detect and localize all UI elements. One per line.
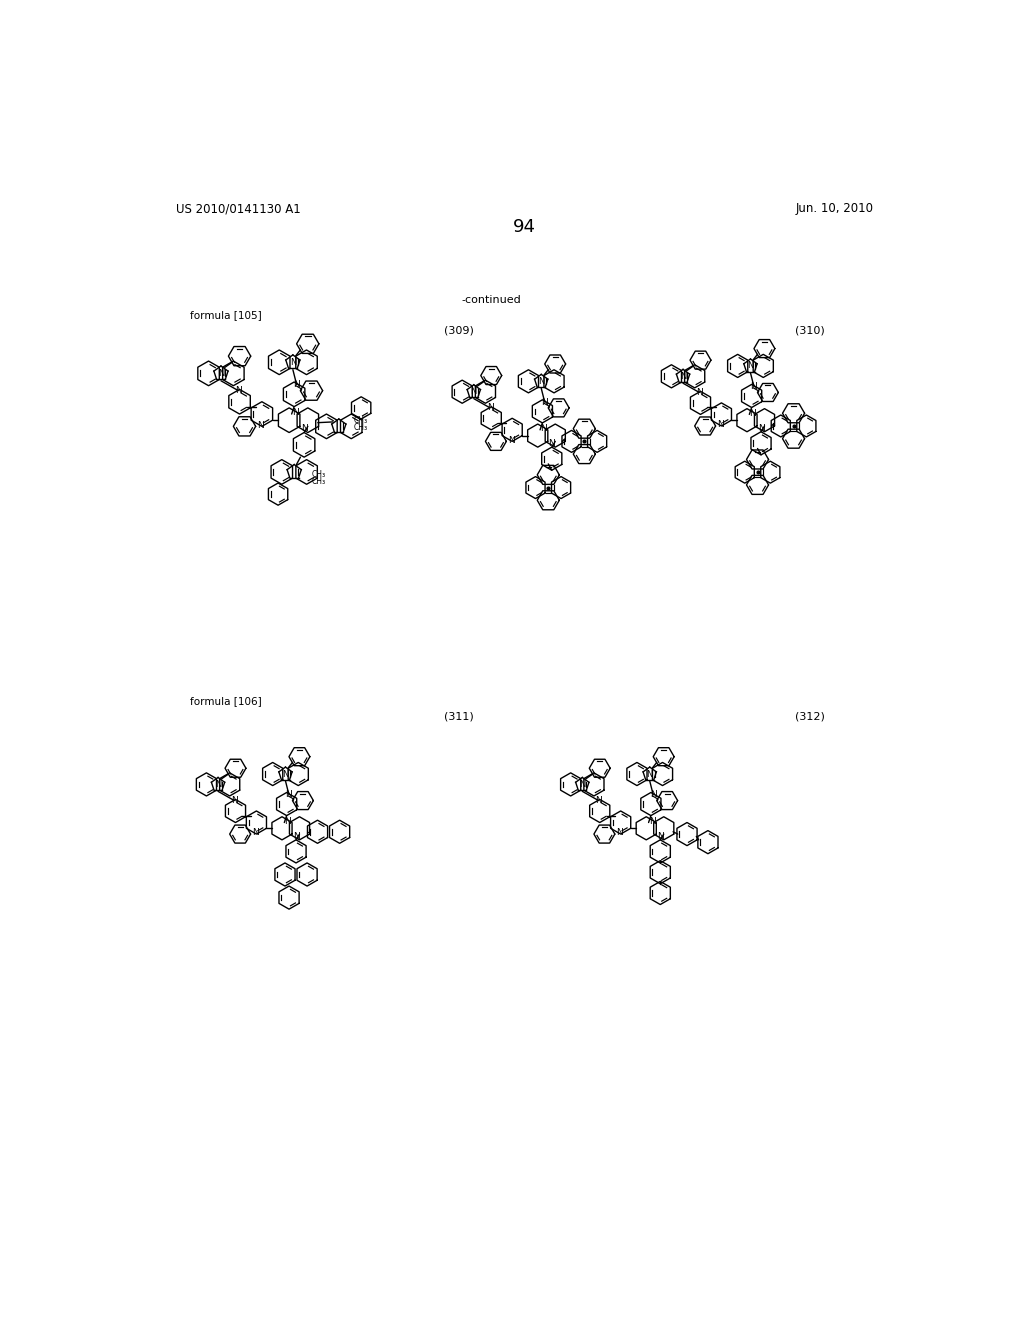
- Text: N: N: [257, 421, 264, 429]
- Text: N: N: [471, 387, 477, 396]
- Text: N: N: [486, 404, 494, 412]
- Text: Jun. 10, 2010: Jun. 10, 2010: [796, 202, 873, 215]
- Text: N: N: [750, 409, 756, 417]
- Text: N: N: [231, 796, 238, 805]
- Text: CH₃: CH₃: [311, 478, 326, 486]
- Text: N: N: [285, 817, 291, 826]
- Text: N: N: [549, 440, 555, 449]
- Text: CH₃: CH₃: [353, 416, 368, 425]
- Text: N: N: [696, 388, 702, 397]
- Text: N: N: [218, 368, 224, 378]
- Text: N: N: [648, 817, 655, 826]
- Text: N: N: [538, 376, 545, 385]
- Text: formula [105]: formula [105]: [190, 310, 262, 319]
- Text: N: N: [234, 387, 242, 395]
- Text: N: N: [595, 796, 602, 805]
- Text: N: N: [680, 372, 686, 380]
- Text: formula [106]: formula [106]: [190, 696, 262, 706]
- Text: N: N: [293, 832, 299, 841]
- Text: CH₃: CH₃: [353, 424, 368, 432]
- Text: N: N: [646, 770, 653, 779]
- Text: 94: 94: [513, 218, 537, 236]
- Text: (312): (312): [795, 711, 824, 721]
- Text: N: N: [290, 358, 296, 367]
- Text: N: N: [215, 780, 221, 789]
- Text: N: N: [650, 791, 656, 800]
- Text: N: N: [758, 424, 764, 433]
- Text: N: N: [717, 420, 724, 429]
- Text: (311): (311): [444, 711, 474, 721]
- Text: N: N: [286, 791, 292, 800]
- Text: N: N: [541, 424, 547, 433]
- Text: -continued: -continued: [461, 296, 521, 305]
- Text: N: N: [542, 397, 548, 407]
- Text: N: N: [283, 770, 289, 779]
- Text: N: N: [293, 380, 300, 389]
- Text: US 2010/0141130 A1: US 2010/0141130 A1: [176, 202, 301, 215]
- Text: (309): (309): [444, 326, 474, 335]
- Text: N: N: [580, 780, 586, 789]
- Text: N: N: [252, 829, 259, 837]
- Text: N: N: [751, 383, 758, 391]
- Text: N: N: [657, 832, 664, 841]
- Text: N: N: [616, 829, 623, 837]
- Text: N: N: [301, 424, 307, 433]
- Text: N: N: [292, 408, 299, 417]
- Text: N: N: [748, 362, 754, 371]
- Text: N: N: [508, 436, 514, 445]
- Text: CH₃: CH₃: [311, 470, 326, 479]
- Text: (310): (310): [795, 326, 824, 335]
